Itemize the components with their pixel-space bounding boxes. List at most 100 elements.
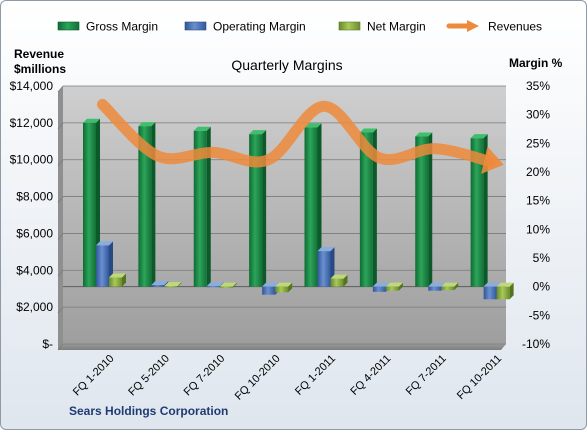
bar-net-margin: [441, 282, 459, 291]
gridline-side: [57, 343, 64, 351]
right-tick-label: 0%: [533, 280, 551, 294]
legend-label-operating-margin: Operating Margin: [213, 20, 306, 34]
right-tick-label: 25%: [526, 136, 550, 150]
bar-top: [372, 282, 390, 287]
bar-side: [206, 126, 211, 287]
bar-front: [164, 286, 178, 288]
gridline-side: [57, 159, 64, 166]
bar-top: [262, 282, 280, 287]
bar-side: [232, 282, 237, 288]
bar-front: [96, 245, 109, 287]
gridline-side: [57, 233, 64, 240]
bar-top: [206, 282, 224, 287]
category-label: FQ 10-2010: [233, 353, 283, 403]
bar-top: [330, 274, 348, 279]
bar-side: [454, 282, 459, 291]
bar-top: [317, 247, 335, 252]
category-label: FQ 10-2011: [455, 353, 504, 402]
right-tick-label: -10%: [522, 337, 550, 351]
bar-side: [177, 282, 182, 288]
bar-top: [249, 130, 267, 135]
right-axis-ticks: -10% -5% 0% 5% 10% 15% 20% 25% 30% 35%: [522, 79, 550, 351]
bar-net-margin: [109, 273, 126, 287]
left-tick-label: $6,000: [16, 226, 53, 240]
bar-side: [398, 282, 403, 291]
gridline-side: [57, 85, 64, 93]
bar-side: [122, 273, 126, 287]
plot-back-wall: [63, 86, 506, 344]
bar-top: [496, 282, 514, 287]
bar-front: [83, 122, 96, 287]
bar-front: [496, 286, 510, 300]
bar-top: [483, 282, 501, 287]
bar-side: [151, 122, 156, 287]
left-tick-label: $2,000: [16, 300, 53, 314]
bar-top: [428, 282, 446, 287]
legend-item-operating-margin: Operating Margin: [184, 20, 306, 34]
legend-swatch-net-margin: [338, 21, 361, 31]
bar-top: [275, 282, 293, 287]
bar-front: [219, 286, 233, 288]
bar-top: [193, 126, 211, 131]
bar-top: [164, 282, 182, 287]
bar-top: [470, 134, 488, 139]
bar-net-margin: [164, 282, 182, 288]
bar-front: [330, 278, 344, 287]
bar-gross-margin: [138, 122, 156, 287]
legend-label-gross-margin: Gross Margin: [86, 20, 158, 34]
bar-side: [288, 282, 293, 293]
right-tick-label: 5%: [533, 251, 551, 265]
bar-side: [262, 130, 267, 287]
bar-front: [441, 286, 455, 291]
gridline-side: [57, 196, 64, 203]
bar-front: [470, 138, 484, 287]
bar-front: [428, 286, 442, 291]
company-label: Sears Holdings Corporation: [69, 404, 228, 418]
right-tick-label: 10%: [526, 222, 550, 236]
chart-title: Quarterly Margins: [231, 57, 342, 73]
bar-side: [317, 123, 322, 287]
bar-front: [151, 284, 165, 287]
category-label: FQ 1-2010: [71, 353, 117, 399]
bar-net-margin: [330, 274, 348, 287]
revenue-line-layer: [97, 98, 504, 174]
bar-front: [109, 277, 122, 287]
plot-side-wall: [58, 86, 63, 350]
bar-front: [415, 136, 429, 287]
right-tick-label: -5%: [529, 308, 551, 322]
bar-front: [193, 130, 207, 287]
category-labels: FQ 1-2010 FQ 5-2010 FQ 7-2010 FQ 10-2010 FQ …: [71, 353, 504, 403]
legend-swatch-operating-margin: [184, 21, 207, 31]
bar-net-margin: [496, 282, 514, 300]
bar-top: [138, 122, 156, 127]
bar-front: [275, 286, 289, 293]
bar-net-margin: [385, 282, 403, 291]
bars: [83, 118, 514, 300]
bar-top: [83, 118, 100, 123]
right-tick-label: 30%: [526, 108, 550, 122]
bar-front: [372, 286, 386, 292]
bar-net-margin: [219, 282, 237, 288]
bar-gross-margin: [359, 128, 377, 287]
bar-front: [249, 134, 263, 287]
legend-item-gross-margin: Gross Margin: [57, 20, 158, 34]
right-tick-label: 20%: [526, 165, 550, 179]
legend-item-net-margin: Net Margin: [338, 20, 426, 34]
bar-front: [304, 127, 318, 287]
legend-label-net-margin: Net Margin: [367, 20, 426, 34]
bar-top: [304, 123, 322, 128]
category-label: FQ 4-2011: [348, 353, 393, 398]
bar-side: [372, 128, 377, 287]
bar-top: [96, 241, 113, 246]
left-tick-label: $10,000: [10, 153, 54, 167]
legend-arrow-head: [467, 20, 479, 32]
legend-item-revenues: Revenues: [446, 20, 542, 34]
bar-front: [262, 286, 276, 295]
bar-side: [343, 274, 348, 287]
bar-side: [428, 132, 433, 287]
bar-gross-margin: [415, 132, 433, 287]
left-tick-label: $12,000: [10, 116, 54, 130]
right-tick-label: 15%: [526, 194, 550, 208]
